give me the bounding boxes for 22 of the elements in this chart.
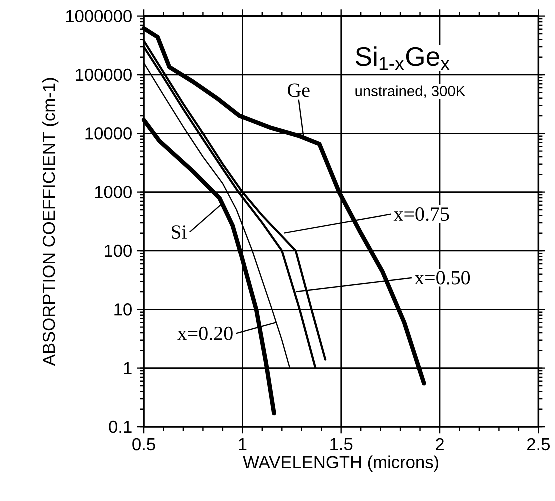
x-tick-label: 2: [436, 438, 444, 450]
x-tick-label: 1.5: [330, 438, 353, 450]
y-tick-label: 100000: [76, 68, 132, 82]
annotation: unstrained, 300K: [356, 86, 466, 98]
x-tick-label: 0.5: [132, 438, 156, 451]
x-axis-title: WAVELENGTH (microns): [243, 456, 438, 472]
y-tick-label: 0.1: [109, 420, 132, 434]
annotation: x=0.75: [394, 208, 450, 222]
x-tick-label: 2.5: [528, 438, 550, 451]
y-tick-label: 10000: [86, 128, 132, 140]
x-tick-label: 1: [239, 438, 247, 450]
annotation: Ge: [288, 84, 310, 98]
y-tick-label: 1000: [95, 186, 132, 198]
y-tick-label: 10: [114, 304, 132, 316]
annotation: Si$_{1-x}$Ge$_{x}$: [356, 46, 450, 70]
annotation: x=0.50: [414, 271, 470, 285]
annotation: x=0.20: [178, 326, 233, 340]
y-tick-label: 100: [105, 244, 132, 258]
y-axis-title: ABSORPTION COEFFICIENT (cm-1): [42, 78, 59, 366]
annotation: Si: [172, 226, 187, 240]
y-tick-label: 1000000: [66, 10, 132, 22]
y-tick-label: 1: [124, 362, 132, 374]
